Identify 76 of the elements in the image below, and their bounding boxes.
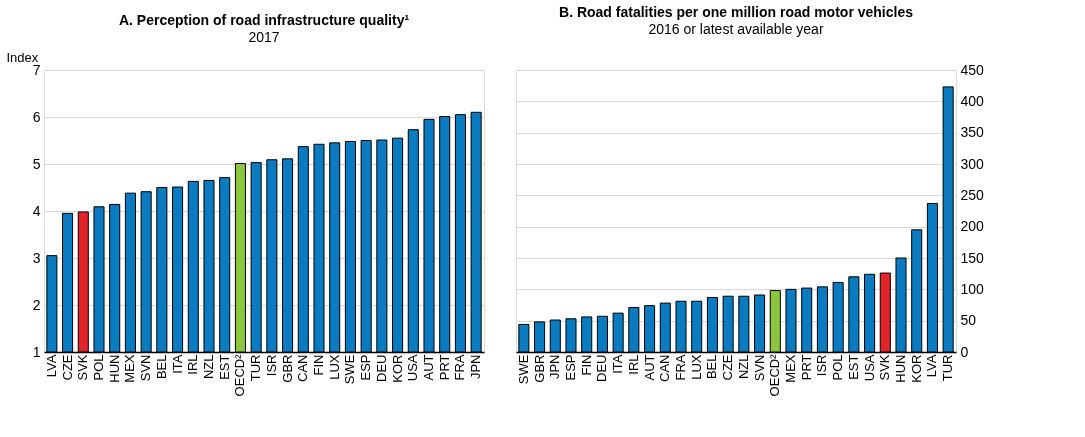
x-tick-label: FRA [452, 354, 468, 381]
x-tick-label: ESP [563, 354, 578, 381]
x-tick-label: BEL [704, 354, 720, 380]
x-tick-label: MEX [783, 354, 798, 383]
x-tick-label: SVN [138, 354, 154, 382]
y-tick-label: 5 [32, 155, 41, 172]
x-tick-label: HUN [106, 354, 122, 383]
x-tick-label: KOR [908, 354, 924, 383]
x-tick-label: AUT [641, 354, 657, 381]
x-tick-label: OECD² [767, 353, 783, 397]
y-tick-label: 200 [960, 218, 985, 235]
x-tick-label: JPN [547, 354, 563, 380]
x-tick-label: LUX [326, 354, 342, 380]
y-tick-label: 450 [960, 61, 985, 78]
y-tick-label: 400 [960, 92, 985, 109]
chart-title: B. Road fatalities per one million road motor vehicles [559, 4, 914, 20]
x-tick-label: FIN [311, 354, 326, 376]
x-tick-label: LUX [688, 354, 704, 380]
x-tick-label: MEX [122, 354, 138, 383]
x-tick-label: POL [830, 354, 846, 381]
x-tick-label: PRT [798, 354, 814, 381]
x-tick-label: EST [216, 354, 232, 380]
x-tick-label: ITA [169, 354, 185, 374]
x-tick-label: GBR [531, 354, 547, 383]
y-tick-label: 2 [32, 296, 41, 313]
x-tick-label: TUR [940, 354, 956, 382]
x-tick-label: IRL [185, 354, 201, 375]
x-tick-label: NZL [201, 354, 216, 380]
x-tick-label: IRL [625, 354, 641, 375]
x-tick-label: BEL [153, 354, 169, 380]
y-tick-label: 150 [960, 249, 985, 266]
x-tick-label: GBR [279, 354, 295, 383]
x-tick-label: ESP [358, 354, 374, 381]
chart-title: A. Perception of road infrastructure quality¹ [118, 12, 410, 28]
y-tick-label: 0 [960, 343, 969, 360]
x-tick-label: EST [845, 354, 861, 380]
x-tick-label: KOR [389, 354, 405, 383]
x-tick-label: AUT [421, 354, 436, 381]
x-tick-label: CAN [295, 354, 311, 382]
y-tick-label: 6 [32, 108, 41, 125]
x-tick-label: DEU [594, 354, 610, 382]
x-tick-label: FRA [673, 354, 688, 381]
x-tick-label: USA [405, 354, 421, 382]
x-tick-label: POL [91, 354, 106, 381]
y-tick-label: 100 [960, 280, 985, 297]
y-tick-label: 250 [960, 186, 985, 203]
x-tick-label: SVN [751, 354, 767, 382]
chart-subtitle: 2016 or latest available year [648, 21, 824, 37]
y-tick-label: 300 [960, 155, 985, 172]
x-tick-label: SWE [342, 354, 358, 385]
x-tick-label: SVK [877, 354, 893, 381]
y-tick-label: 350 [960, 124, 985, 141]
x-tick-label: LVA [43, 354, 59, 378]
x-tick-label: SVK [75, 354, 91, 381]
x-tick-label: ISR [814, 354, 830, 377]
chart-subtitle: 2017 [248, 29, 280, 45]
x-tick-label: NZL [735, 354, 751, 380]
y-tick-label: 50 [960, 312, 977, 329]
x-tick-label: LVA [924, 354, 940, 378]
x-tick-label: CZE [59, 354, 75, 381]
y-tick-label: 4 [32, 202, 41, 219]
x-tick-label: CAN [657, 354, 673, 382]
y-tick-label: 3 [32, 249, 41, 266]
x-tick-label: CZE [720, 354, 736, 381]
x-tick-label: HUN [893, 354, 908, 383]
x-tick-label: TUR [248, 354, 264, 382]
x-tick-label: FIN [578, 354, 594, 376]
y-tick-label: 1 [32, 343, 41, 360]
x-tick-label: JPN [468, 354, 484, 380]
x-tick-label: PRT [436, 354, 452, 381]
x-tick-label: DEU [373, 354, 389, 382]
x-tick-label: OECD² [232, 353, 248, 397]
x-tick-label: ISR [263, 354, 279, 377]
x-tick-label: ITA [610, 354, 626, 374]
x-tick-label: SWE [515, 354, 531, 385]
x-tick-label: USA [861, 354, 877, 382]
